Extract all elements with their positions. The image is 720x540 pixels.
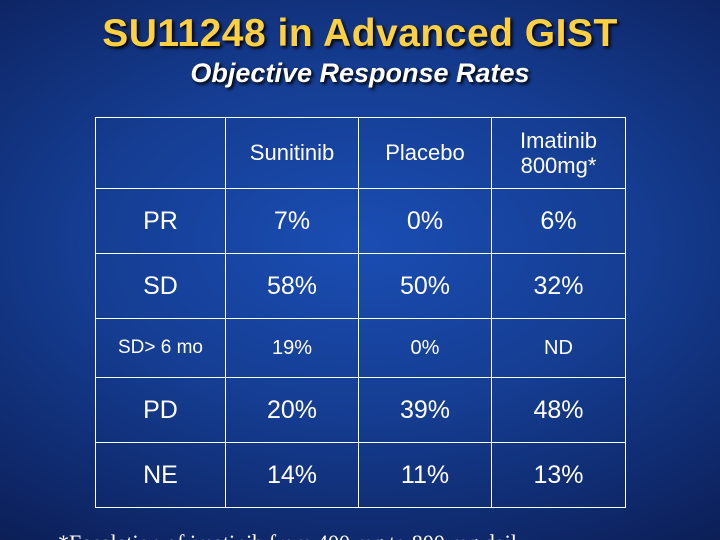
table-row: SD 58% 50% 32% [96, 254, 626, 319]
row-cell: 7% [226, 189, 359, 254]
row-cell: 6% [492, 189, 626, 254]
table-body: PR 7% 0% 6% SD 58% 50% 32% SD> 6 mo 19% … [96, 189, 626, 508]
row-label: PR [96, 189, 226, 254]
table-row: PR 7% 0% 6% [96, 189, 626, 254]
footnote: *Escalation of imatinib from 400 mg to 8… [58, 530, 690, 540]
table-header-placebo: Placebo [359, 118, 492, 189]
row-cell: 14% [226, 443, 359, 508]
row-cell: 39% [359, 378, 492, 443]
table-header-sunitinib: Sunitinib [226, 118, 359, 189]
table-row: NE 14% 11% 13% [96, 443, 626, 508]
slide: SU11248 in Advanced GIST Objective Respo… [0, 0, 720, 540]
response-rates-table: Sunitinib Placebo Imatinib 800mg* PR 7% … [95, 117, 626, 508]
row-cell: 13% [492, 443, 626, 508]
row-cell: 0% [359, 319, 492, 378]
row-label: NE [96, 443, 226, 508]
row-cell: ND [492, 319, 626, 378]
table-row: SD> 6 mo 19% 0% ND [96, 319, 626, 378]
row-cell: 58% [226, 254, 359, 319]
row-cell: 20% [226, 378, 359, 443]
row-cell: 50% [359, 254, 492, 319]
table-header-imatinib: Imatinib 800mg* [492, 118, 626, 189]
row-cell: 19% [226, 319, 359, 378]
row-label: SD> 6 mo [96, 319, 226, 378]
row-cell: 11% [359, 443, 492, 508]
row-cell: 48% [492, 378, 626, 443]
row-cell: 0% [359, 189, 492, 254]
row-label: SD [96, 254, 226, 319]
row-cell: 32% [492, 254, 626, 319]
table-header-blank [96, 118, 226, 189]
table-row: PD 20% 39% 48% [96, 378, 626, 443]
response-rates-table-wrap: Sunitinib Placebo Imatinib 800mg* PR 7% … [95, 117, 625, 508]
row-label: PD [96, 378, 226, 443]
slide-title: SU11248 in Advanced GIST [30, 12, 690, 56]
slide-subtitle: Objective Response Rates [30, 58, 690, 89]
table-header-row: Sunitinib Placebo Imatinib 800mg* [96, 118, 626, 189]
